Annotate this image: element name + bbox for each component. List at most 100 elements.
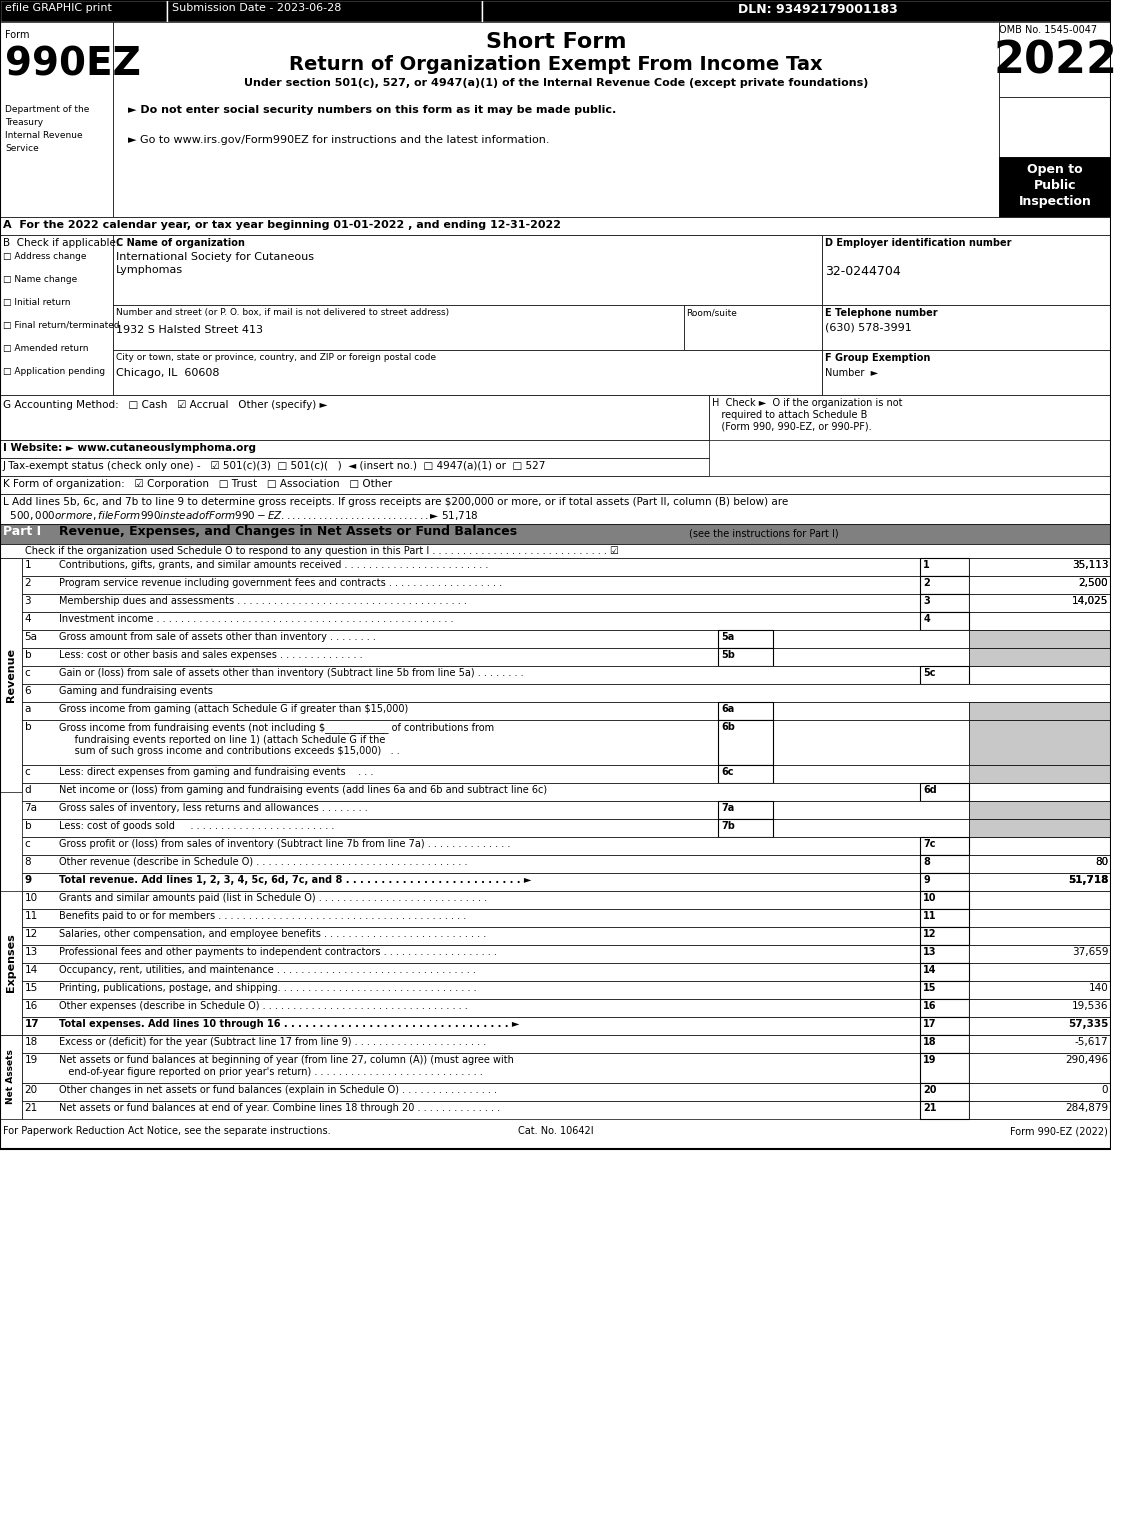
- Text: Gain or (loss) from sale of assets other than inventory (Subtract line 5b from l: Gain or (loss) from sale of assets other…: [59, 668, 524, 679]
- Bar: [21, 856, 1111, 872]
- Bar: [920, 909, 970, 927]
- Bar: [970, 702, 1111, 720]
- Text: Gross amount from sale of assets other than inventory . . . . . . . .: Gross amount from sale of assets other t…: [59, 631, 376, 642]
- Text: ► Do not enter social security numbers on this form as it may be made public.: ► Do not enter social security numbers o…: [128, 105, 616, 114]
- Text: 2,500: 2,500: [1078, 578, 1109, 589]
- Bar: [21, 576, 1111, 595]
- Bar: [113, 351, 822, 395]
- Text: b: b: [25, 721, 32, 732]
- Text: Total revenue. Add lines 1, 2, 3, 4, 5c, 6d, 7c, and 8 . . . . . . . . . . . . .: Total revenue. Add lines 1, 2, 3, 4, 5c,…: [59, 875, 532, 884]
- Bar: [21, 801, 1111, 819]
- Text: 2: 2: [924, 578, 930, 589]
- Text: 4: 4: [924, 615, 930, 624]
- Bar: [920, 891, 970, 909]
- Text: 18: 18: [25, 1037, 38, 1048]
- Text: K Form of organization:   ☑ Corporation   □ Trust   □ Association   □ Other: K Form of organization: ☑ Corporation □ …: [3, 479, 392, 490]
- Bar: [970, 819, 1111, 837]
- Text: Under section 501(c), 527, or 4947(a)(1) of the Internal Revenue Code (except pr: Under section 501(c), 527, or 4947(a)(1)…: [244, 78, 868, 88]
- Text: F Group Exemption: F Group Exemption: [825, 352, 930, 363]
- Bar: [920, 1017, 970, 1035]
- Bar: [999, 21, 1111, 98]
- Text: (see the instructions for Part I): (see the instructions for Part I): [689, 529, 839, 538]
- Bar: [0, 217, 1111, 235]
- Text: □ Amended return: □ Amended return: [3, 345, 88, 352]
- Text: Other revenue (describe in Schedule O) . . . . . . . . . . . . . . . . . . . . .: Other revenue (describe in Schedule O) .…: [59, 857, 467, 868]
- Text: Short Form: Short Form: [485, 32, 627, 52]
- Bar: [920, 999, 970, 1017]
- Text: 140: 140: [1088, 984, 1109, 993]
- Text: Form 990-EZ (2022): Form 990-EZ (2022): [1010, 1125, 1109, 1136]
- Text: □ Final return/terminated: □ Final return/terminated: [3, 320, 120, 329]
- Text: Check if the organization used Schedule O to respond to any question in this Par: Check if the organization used Schedule …: [25, 546, 619, 557]
- Text: 6d: 6d: [924, 785, 937, 795]
- Text: 17: 17: [25, 1019, 40, 1029]
- Text: Other changes in net assets or fund balances (explain in Schedule O) . . . . . .: Other changes in net assets or fund bala…: [59, 1084, 497, 1095]
- Bar: [970, 801, 1111, 819]
- Text: Lymphomas: Lymphomas: [116, 265, 183, 274]
- Text: Gross income from fundraising events (not including $_____________ of contributi: Gross income from fundraising events (no…: [59, 721, 495, 756]
- Text: 12: 12: [924, 929, 937, 939]
- Text: Submission Date - 2023-06-28: Submission Date - 2023-06-28: [173, 3, 342, 14]
- Bar: [21, 648, 1111, 666]
- Bar: [920, 612, 970, 630]
- Text: 16: 16: [25, 1000, 38, 1011]
- Bar: [970, 720, 1111, 766]
- Text: 14,025: 14,025: [1071, 596, 1109, 605]
- Bar: [718, 801, 772, 819]
- Bar: [0, 476, 1111, 494]
- Bar: [21, 1017, 1111, 1035]
- Text: Gaming and fundraising events: Gaming and fundraising events: [59, 686, 213, 695]
- Bar: [920, 981, 970, 999]
- Bar: [970, 856, 1111, 872]
- Bar: [920, 837, 970, 856]
- Text: (630) 578-3991: (630) 578-3991: [825, 323, 911, 332]
- Text: 5a: 5a: [25, 631, 37, 642]
- Text: 51,718: 51,718: [1068, 875, 1109, 884]
- Bar: [113, 305, 684, 351]
- Text: 11: 11: [924, 910, 937, 921]
- Text: 290,496: 290,496: [1066, 1055, 1109, 1064]
- Bar: [970, 1083, 1111, 1101]
- Text: Other expenses (describe in Schedule O) . . . . . . . . . . . . . . . . . . . . : Other expenses (describe in Schedule O) …: [59, 1000, 467, 1011]
- Bar: [0, 525, 1111, 544]
- Bar: [113, 21, 999, 217]
- Bar: [970, 946, 1111, 962]
- Text: 7a: 7a: [721, 804, 735, 813]
- Bar: [21, 766, 1111, 782]
- Text: Gross profit or (loss) from sales of inventory (Subtract line 7b from line 7a) .: Gross profit or (loss) from sales of inv…: [59, 839, 510, 849]
- Text: C Name of organization: C Name of organization: [116, 238, 245, 249]
- Bar: [970, 1052, 1111, 1083]
- Text: 5b: 5b: [721, 650, 735, 660]
- Bar: [970, 576, 1111, 595]
- Bar: [0, 0, 1111, 1148]
- Text: efile GRAPHIC print: efile GRAPHIC print: [5, 3, 112, 14]
- Text: 4: 4: [25, 615, 32, 624]
- Bar: [920, 856, 970, 872]
- Bar: [21, 1101, 1111, 1119]
- Bar: [0, 0, 1111, 21]
- Text: Form: Form: [5, 30, 29, 40]
- Text: c: c: [25, 839, 30, 849]
- Text: 2,500: 2,500: [1078, 578, 1109, 589]
- Bar: [822, 235, 1111, 305]
- Text: Public: Public: [1034, 178, 1076, 192]
- Bar: [21, 630, 1111, 648]
- Bar: [0, 1124, 1111, 1142]
- Bar: [21, 999, 1111, 1017]
- Text: Excess or (deficit) for the year (Subtract line 17 from line 9) . . . . . . . . : Excess or (deficit) for the year (Subtra…: [59, 1037, 487, 1048]
- Text: Gross sales of inventory, less returns and allowances . . . . . . . .: Gross sales of inventory, less returns a…: [59, 804, 368, 813]
- Bar: [920, 946, 970, 962]
- Text: Gross income from gaming (attach Schedule G if greater than $15,000): Gross income from gaming (attach Schedul…: [59, 705, 409, 714]
- Text: 9: 9: [924, 875, 930, 884]
- Bar: [0, 235, 113, 395]
- Text: 14: 14: [25, 965, 38, 974]
- Text: 6a: 6a: [721, 705, 735, 714]
- Text: 10: 10: [25, 894, 37, 903]
- Text: Occupancy, rent, utilities, and maintenance . . . . . . . . . . . . . . . . . . : Occupancy, rent, utilities, and maintena…: [59, 965, 476, 974]
- Text: G Accounting Method:   □ Cash   ☑ Accrual   Other (specify) ►: G Accounting Method: □ Cash ☑ Accrual Ot…: [3, 400, 327, 410]
- Text: 13: 13: [924, 947, 937, 958]
- Bar: [0, 558, 21, 791]
- Text: □ Name change: □ Name change: [3, 274, 77, 284]
- Text: Less: cost of goods sold     . . . . . . . . . . . . . . . . . . . . . . . .: Less: cost of goods sold . . . . . . . .…: [59, 820, 334, 831]
- Text: 13: 13: [25, 947, 38, 958]
